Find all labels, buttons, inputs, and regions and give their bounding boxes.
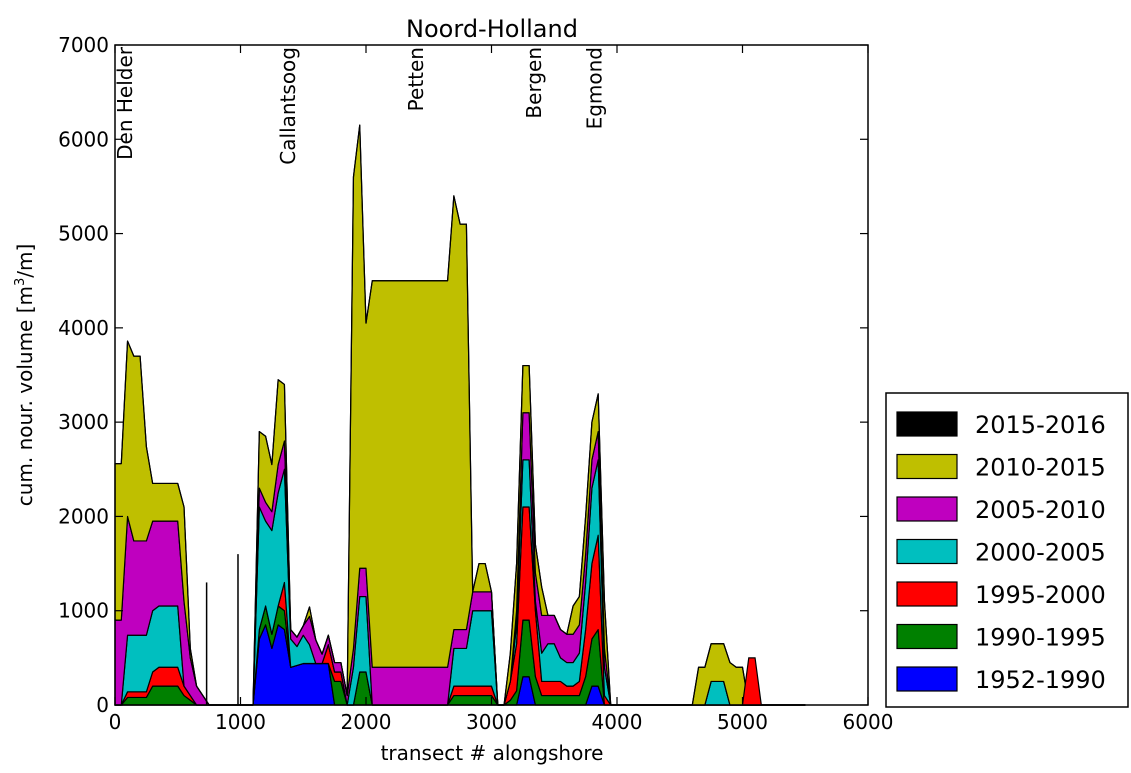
legend-swatch-1990-1995 [896, 623, 958, 650]
place-annotation: Den Helder [113, 46, 137, 160]
legend-swatch-2015-2016 [896, 411, 958, 437]
legend-label-2000-2005: 2000-2005 [975, 539, 1106, 567]
x-axis-label: transect # alongshore [381, 741, 604, 765]
place-annotation: Egmond [582, 47, 606, 129]
legend-label-2010-2015: 2010-2015 [975, 454, 1106, 482]
chart-title: Noord-Holland [406, 15, 578, 43]
y-axis-label-sup: 3 [13, 278, 28, 286]
y-tick-label: 5000 [58, 222, 109, 246]
y-axis-label-main: cum. nour. volume [m [13, 286, 37, 506]
y-tick-label: 2000 [58, 504, 109, 528]
y-tick-label: 0 [96, 693, 109, 717]
place-annotation: Callantsoog [276, 47, 300, 165]
x-tick-label: 1000 [215, 710, 266, 734]
legend-label-2015-2016: 2015-2016 [975, 411, 1106, 439]
area-segment-1995-2000-0 [741, 657, 763, 706]
legend: 2015-2016 2010-2015 2005-2010 2000-2005 1995… [885, 392, 1129, 708]
x-tick-label: 5000 [717, 710, 768, 734]
area-series-2010-2015 [114, 124, 806, 706]
x-tick-label: 4000 [592, 710, 643, 734]
ticks-layer: 0 1000 2000 3000 4000 5000 6000 0 1000 2000 3000 40… [58, 33, 893, 734]
x-tick-label: 6000 [843, 710, 894, 734]
y-tick-label: 4000 [58, 316, 109, 340]
y-tick-label: 6000 [58, 127, 109, 151]
y-axis-label: cum. nour. volume [m3/m] [13, 244, 37, 507]
legend-swatch-2010-2015 [896, 453, 958, 480]
legend-label-2005-2010: 2005-2010 [975, 496, 1106, 524]
legend-swatch-1952-1990 [896, 666, 958, 692]
annotation-layer: Den Helder Callantsoog Petten Bergen Egmond [113, 46, 606, 164]
x-tick-label: 3000 [466, 710, 517, 734]
x-tick-label: 2000 [341, 710, 392, 734]
series-layer [114, 124, 806, 706]
legend-label-1952-1990: 1952-1990 [975, 666, 1106, 694]
x-tick-label: 0 [109, 710, 122, 734]
y-axis-label-tail: /m] [13, 244, 37, 278]
y-tick-label: 3000 [58, 410, 109, 434]
legend-swatch-2005-2010 [896, 496, 958, 522]
legend-label-1995-2000: 1995-2000 [975, 581, 1106, 609]
place-annotation: Petten [404, 47, 428, 111]
y-tick-label: 1000 [58, 599, 109, 623]
legend-swatch-1995-2000 [896, 581, 958, 607]
place-annotation: Bergen [522, 47, 546, 119]
legend-label-1990-1995: 1990-1995 [975, 624, 1106, 652]
y-tick-label: 7000 [58, 33, 109, 57]
legend-swatch-2000-2005 [896, 538, 958, 565]
